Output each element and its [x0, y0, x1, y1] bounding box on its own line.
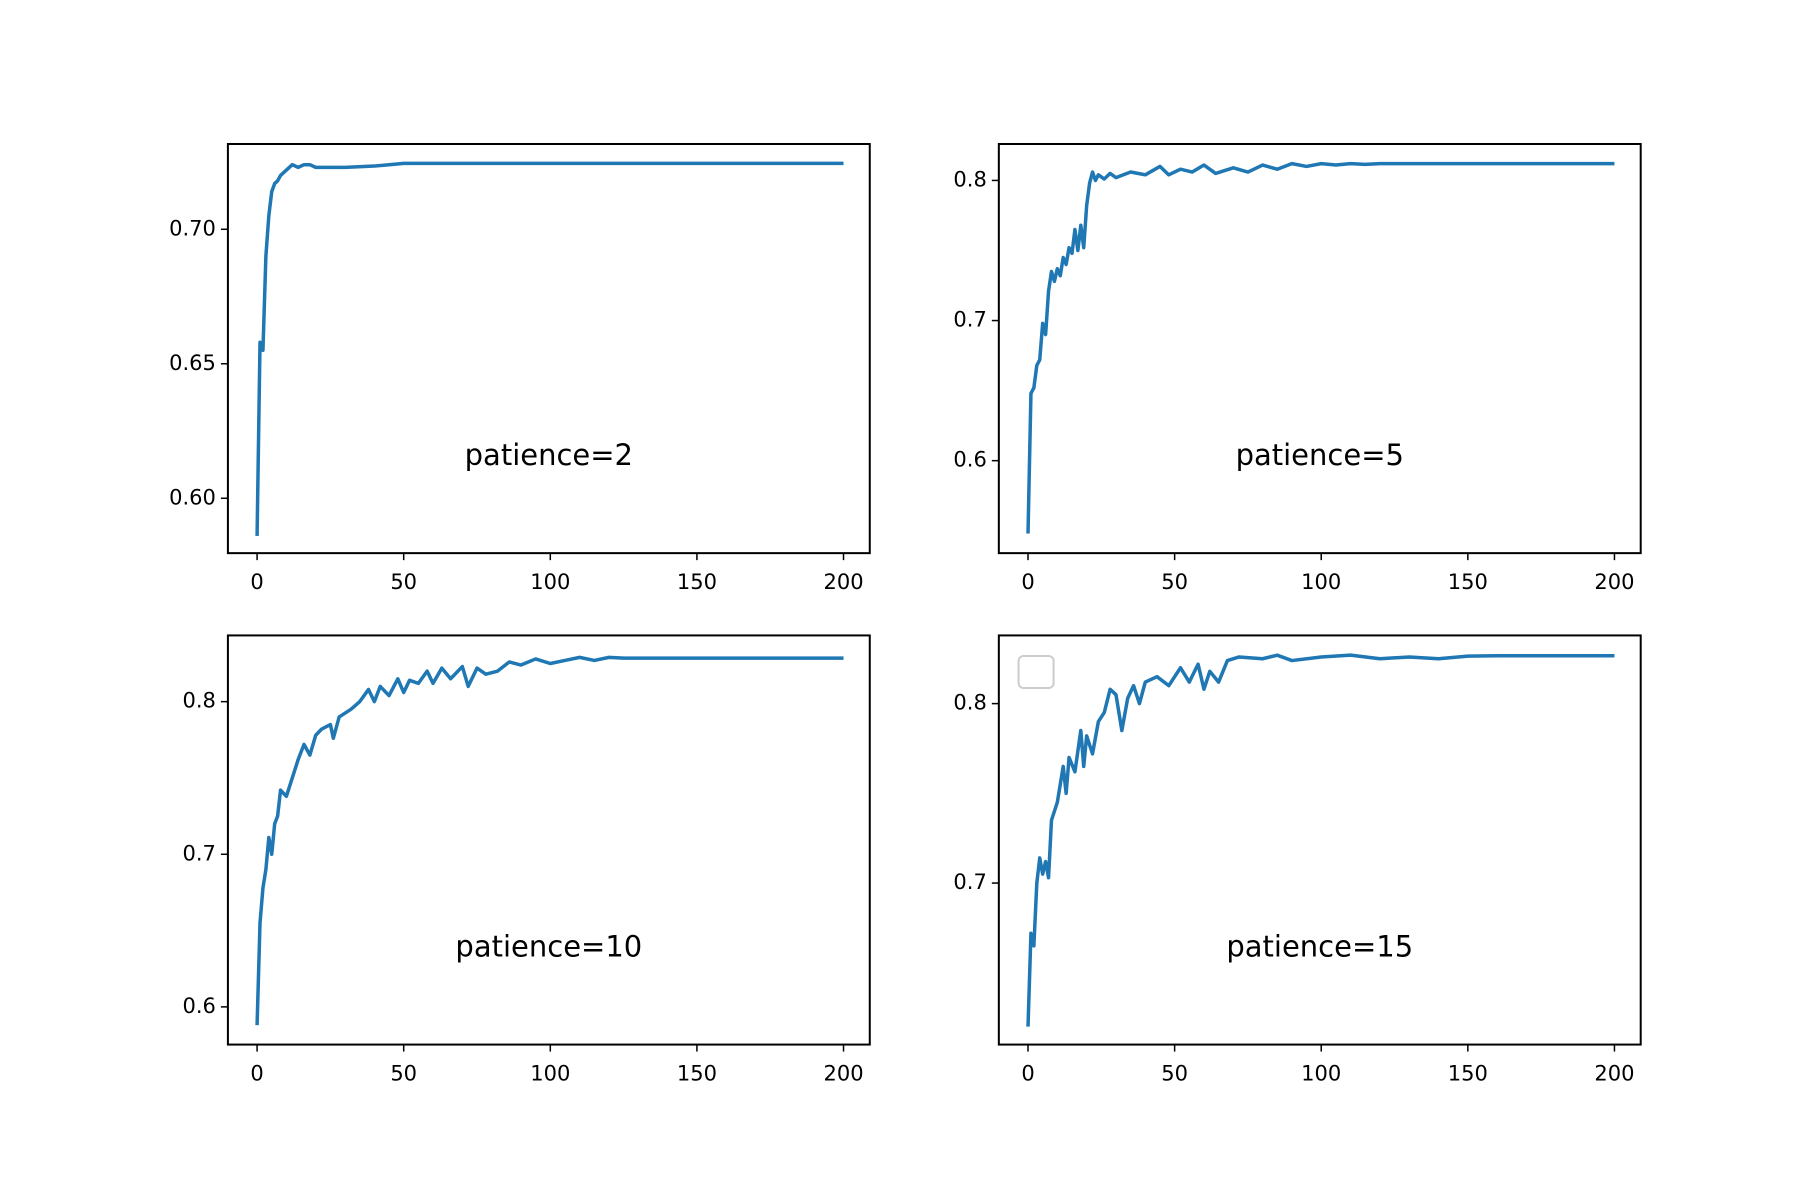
annotation: patience=5 [1236, 438, 1404, 472]
x-tick-label: 100 [530, 570, 570, 594]
data-line [255, 161, 844, 536]
x-tick-label: 100 [1301, 570, 1341, 594]
x-tick-label: 50 [1161, 1062, 1188, 1086]
y-tick-label: 0.6 [953, 448, 986, 472]
x-tick-label: 200 [823, 1062, 863, 1086]
x-tick-label: 150 [1448, 1062, 1488, 1086]
y-tick-label: 0.8 [183, 689, 216, 713]
data-line [255, 655, 844, 1026]
x-tick-label: 0 [1021, 570, 1034, 594]
y-tick-label: 0.8 [953, 691, 986, 715]
x-tick-label: 100 [1301, 1062, 1341, 1086]
x-tick-label: 100 [530, 1062, 570, 1086]
axes-frame [226, 143, 871, 555]
x-tick-label: 0 [250, 1062, 263, 1086]
annotation: patience=2 [465, 438, 633, 472]
x-tick-label: 150 [677, 570, 717, 594]
y-tick-label: 0.7 [953, 308, 986, 332]
x-tick-label: 200 [1594, 1062, 1634, 1086]
axes-frame [997, 143, 1642, 555]
x-tick-label: 200 [823, 570, 863, 594]
x-tick-label: 150 [677, 1062, 717, 1086]
data-line [1026, 653, 1615, 1027]
x-tick-label: 50 [390, 1062, 417, 1086]
x-tick-label: 0 [1021, 1062, 1034, 1086]
axes-frame [226, 634, 871, 1046]
legend-box [1017, 655, 1055, 689]
data-line [1026, 161, 1615, 534]
annotation: patience=15 [1226, 929, 1413, 963]
y-tick-label: 0.65 [169, 351, 216, 375]
y-tick-label: 0.8 [953, 167, 986, 191]
axes-frame [997, 634, 1642, 1046]
annotation: patience=10 [455, 929, 642, 963]
y-tick-label: 0.6 [183, 994, 216, 1018]
x-tick-label: 50 [390, 570, 417, 594]
y-tick-label: 0.7 [183, 841, 216, 865]
x-tick-label: 50 [1161, 570, 1188, 594]
x-tick-label: 0 [250, 570, 263, 594]
y-tick-label: 0.60 [169, 485, 216, 509]
y-tick-label: 0.7 [953, 870, 986, 894]
x-tick-label: 150 [1448, 570, 1488, 594]
x-tick-label: 200 [1594, 570, 1634, 594]
y-tick-label: 0.70 [169, 216, 216, 240]
